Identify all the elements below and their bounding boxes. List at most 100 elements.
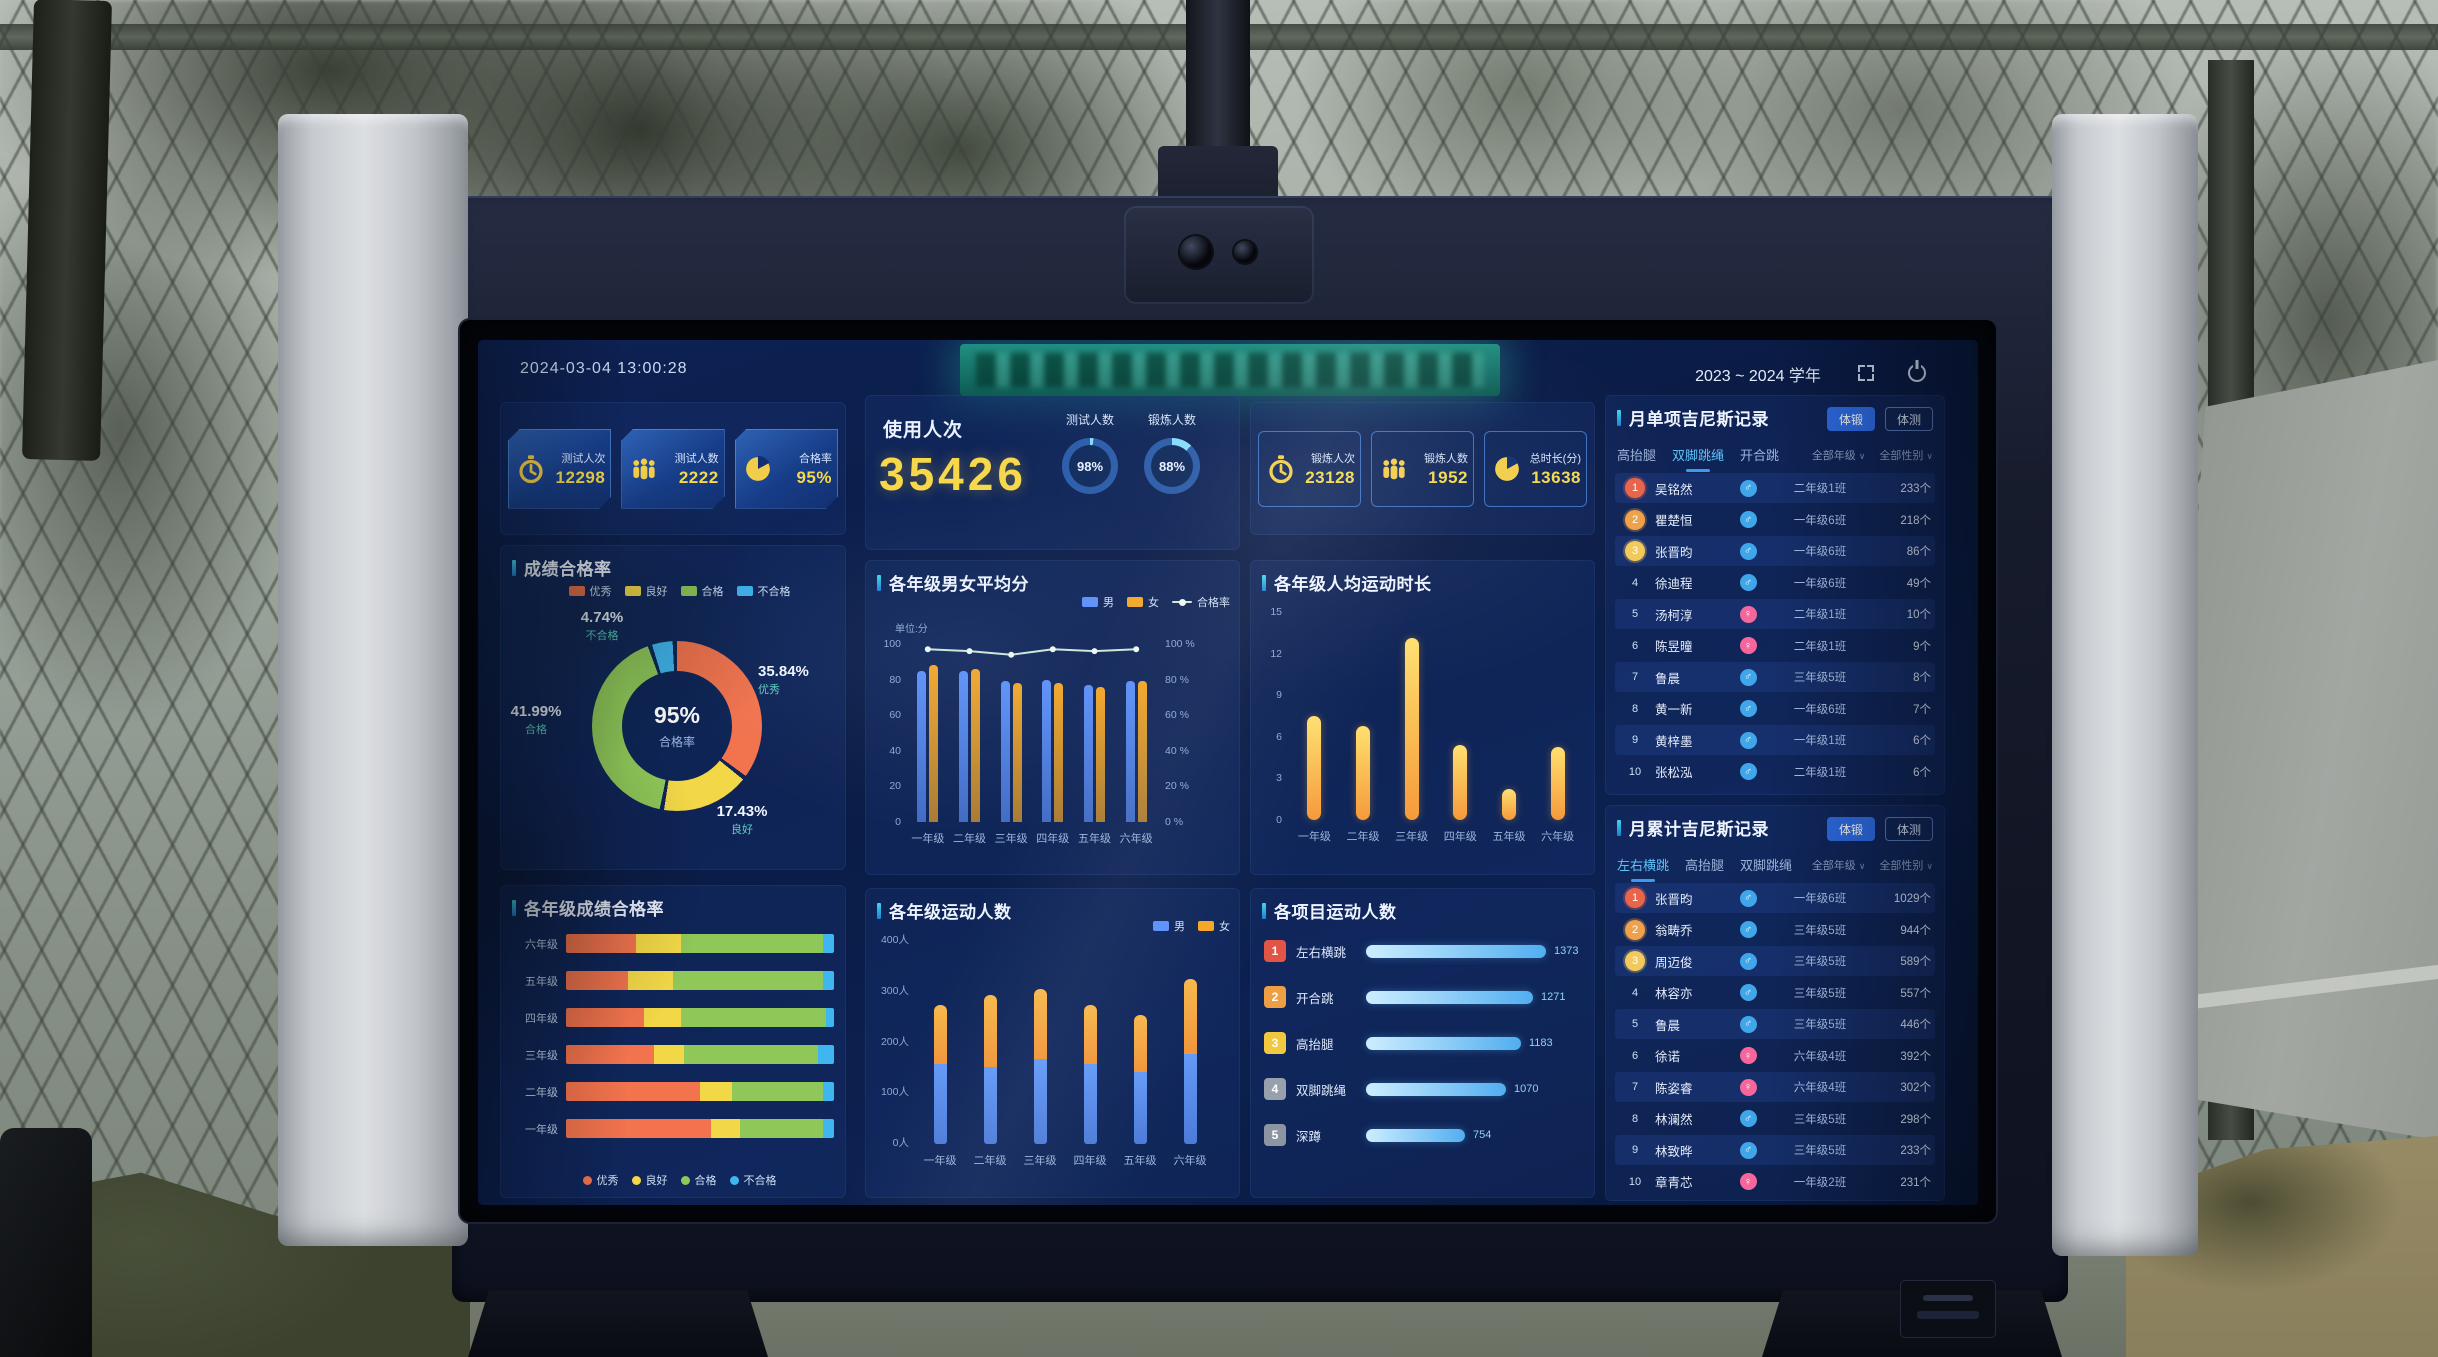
record-row[interactable]: 5 汤柯淳 ♀ 二年级1班 10个 xyxy=(1615,599,1935,629)
record-row[interactable]: 2 瞿楚恒 ♂ 一年级6班 218个 xyxy=(1615,505,1935,535)
male-icon: ♂ xyxy=(1729,542,1767,560)
guinness-single-panel: 月单项吉尼斯记录 体锻 体测 高抬腿 双脚跳绳 开合跳 全部年级 ∨ 全部性别 ∨ 1 吴铭然… xyxy=(1605,395,1945,795)
bar xyxy=(1054,683,1064,822)
bar-value: 1070 xyxy=(1514,1083,1539,1095)
bar xyxy=(1125,681,1135,822)
axis-tick: 100 % xyxy=(1165,638,1195,650)
record-row[interactable]: 10 章青芯 ♀ 一年级2班 231个 xyxy=(1615,1167,1935,1197)
legend-item: 不合格 xyxy=(729,1172,777,1188)
bar xyxy=(1366,1036,1521,1050)
male-icon: ♂ xyxy=(1729,668,1767,686)
tab[interactable]: 左右横跳 xyxy=(1617,855,1669,874)
record-row[interactable]: 4 徐迪程 ♂ 一年级6班 49个 xyxy=(1615,568,1935,598)
kiosk-right-pillar xyxy=(2052,114,2198,1256)
stat-card-value: 2222 xyxy=(678,467,719,487)
legend-item: 合格 xyxy=(680,583,724,599)
title-accent-bar xyxy=(1617,819,1621,836)
bar-segment xyxy=(933,1005,947,1064)
axis-tick: 一年级 xyxy=(911,833,945,845)
toggle-button[interactable]: 体测 xyxy=(1885,407,1933,431)
axis-tick: 一年级 xyxy=(923,1155,957,1167)
student-name: 鲁晨 xyxy=(1655,1018,1681,1033)
pie-icon xyxy=(1492,454,1522,484)
record-row[interactable]: 8 黄一新 ♂ 一年级6班 7个 xyxy=(1615,694,1935,724)
record-row[interactable]: 7 陈姿睿 ♀ 六年级4班 302个 xyxy=(1615,1072,1935,1102)
record-row[interactable]: 4 林容亦 ♂ 三年级5班 557个 xyxy=(1615,978,1935,1008)
record-row[interactable]: 10 张松泓 ♂ 二年级1班 6个 xyxy=(1615,757,1935,787)
bar xyxy=(929,665,939,822)
bar xyxy=(1137,681,1147,822)
record-row[interactable]: 7 鲁晨 ♂ 三年级5班 8个 xyxy=(1615,662,1935,692)
tab[interactable]: 双脚跳绳 xyxy=(1672,445,1724,464)
rank-badge: 2 xyxy=(1615,919,1655,940)
grade-sport-people-panel: 各年级运动人数 男女 400人 300人 200人 100人 0人 一年级 二年级 三年级 四… xyxy=(865,888,1240,1198)
student-class: 二年级1班 xyxy=(1793,640,1847,653)
filter-dropdown[interactable]: 全部年级 ∨ xyxy=(1811,449,1866,462)
legend-item: 良好 xyxy=(624,583,668,599)
male-icon: ♂ xyxy=(1729,574,1767,591)
record-row[interactable]: 9 黄梓墨 ♂ 一年级1班 6个 xyxy=(1615,725,1935,755)
record-row[interactable]: 2 翁畴乔 ♂ 三年级5班 944个 xyxy=(1615,915,1935,945)
tab[interactable]: 高抬腿 xyxy=(1617,448,1657,463)
bar-segment xyxy=(823,934,834,953)
axis-tick: 三年级 xyxy=(1023,1155,1057,1167)
record-count: 392个 xyxy=(1900,1050,1931,1063)
bar-segment xyxy=(1083,1005,1097,1064)
bar-segment xyxy=(1033,1059,1047,1144)
female-icon: ♀ xyxy=(1729,637,1767,654)
chart-legend: 男女合格率 xyxy=(1069,594,1230,610)
bar-segment xyxy=(566,971,628,990)
filter-dropdown[interactable]: 全部年级 ∨ xyxy=(1811,859,1866,872)
rank-badge: 9 xyxy=(1631,734,1639,746)
student-class: 三年级5班 xyxy=(1793,1145,1847,1157)
toggle-button[interactable]: 体测 xyxy=(1885,817,1933,841)
tab-row: 高抬腿 双脚跳绳 开合跳 全部年级 ∨ 全部性别 ∨ xyxy=(1617,445,1933,464)
record-row[interactable]: 6 陈昱曈 ♀ 二年级1班 9个 xyxy=(1615,631,1935,661)
axis-tick: 六年级 xyxy=(1119,833,1153,845)
donut-legend: 优秀 良好 合格 不合格 xyxy=(500,583,846,599)
grade-pass-rate-panel: 各年级成绩合格率 六年级 五年级 四年级 三年级 二年级 一年级 优秀 良好 合格 不合格 xyxy=(500,885,846,1198)
tab[interactable]: 高抬腿 xyxy=(1685,858,1725,873)
rank-badge: 4 xyxy=(1264,1078,1286,1100)
record-row[interactable]: 6 徐诺 ♀ 六年级4班 392个 xyxy=(1615,1041,1935,1071)
stat-card-label: 总时长(分) xyxy=(1529,452,1581,465)
tab[interactable]: 开合跳 xyxy=(1740,448,1780,463)
stacked-column xyxy=(1083,1005,1097,1144)
bar-segment xyxy=(740,1119,824,1138)
axis-tick: 0人 xyxy=(892,1137,909,1149)
title-accent-bar xyxy=(512,559,516,576)
tabs: 左右横跳 高抬腿 双脚跳绳 xyxy=(1617,855,1792,874)
tabs: 高抬腿 双脚跳绳 开合跳 xyxy=(1617,445,1779,464)
male-icon: ♂ xyxy=(1729,1015,1767,1033)
stacked-bar xyxy=(566,1008,834,1027)
record-row[interactable]: 1 张晋昀 ♂ 一年级6班 1029个 xyxy=(1615,883,1935,913)
axis-tick: 二年级 xyxy=(952,833,986,845)
record-row[interactable]: 5 鲁晨 ♂ 三年级5班 446个 xyxy=(1615,1009,1935,1039)
record-row[interactable]: 1 吴铭然 ♂ 二年级1班 233个 xyxy=(1615,473,1935,503)
bar-segment xyxy=(933,1064,947,1144)
record-row[interactable]: 8 林澜然 ♂ 三年级5班 298个 xyxy=(1615,1104,1935,1134)
toggle-button[interactable]: 体锻 xyxy=(1827,407,1875,431)
filter-dropdown[interactable]: 全部性别 ∨ xyxy=(1879,859,1933,872)
y-axis-left: 15 12 9 6 3 0 xyxy=(1256,606,1282,826)
tab[interactable]: 双脚跳绳 xyxy=(1740,858,1793,873)
toggle-button[interactable]: 体锻 xyxy=(1827,817,1875,841)
record-row[interactable]: 3 周迈俊 ♂ 三年级5班 589个 xyxy=(1615,946,1935,976)
record-count: 298个 xyxy=(1900,1113,1931,1126)
bar xyxy=(1095,687,1105,822)
stacked-column xyxy=(1133,1015,1147,1144)
power-icon[interactable] xyxy=(1908,364,1926,382)
filter-dropdown[interactable]: 全部性别 ∨ xyxy=(1879,449,1933,462)
record-row[interactable]: 9 林致晔 ♂ 三年级5班 233个 xyxy=(1615,1135,1935,1165)
fullscreen-icon[interactable] xyxy=(1858,365,1874,381)
bar xyxy=(1042,680,1052,822)
panel-title: 各项目运动人数 xyxy=(1262,898,1397,923)
student-class: 一年级2班 xyxy=(1793,1176,1847,1189)
stat-card: 测试人次 12298 xyxy=(508,429,611,509)
bar-value: 1183 xyxy=(1529,1037,1553,1049)
bar-segment xyxy=(566,1119,711,1138)
ring-gauge: 锻炼人数 88% xyxy=(1137,411,1207,494)
record-row[interactable]: 3 张晋昀 ♂ 一年级6班 86个 xyxy=(1615,536,1935,566)
axis-tick: 三年级 xyxy=(994,833,1028,845)
donut-callout: 41.99% 合格 xyxy=(510,703,562,736)
